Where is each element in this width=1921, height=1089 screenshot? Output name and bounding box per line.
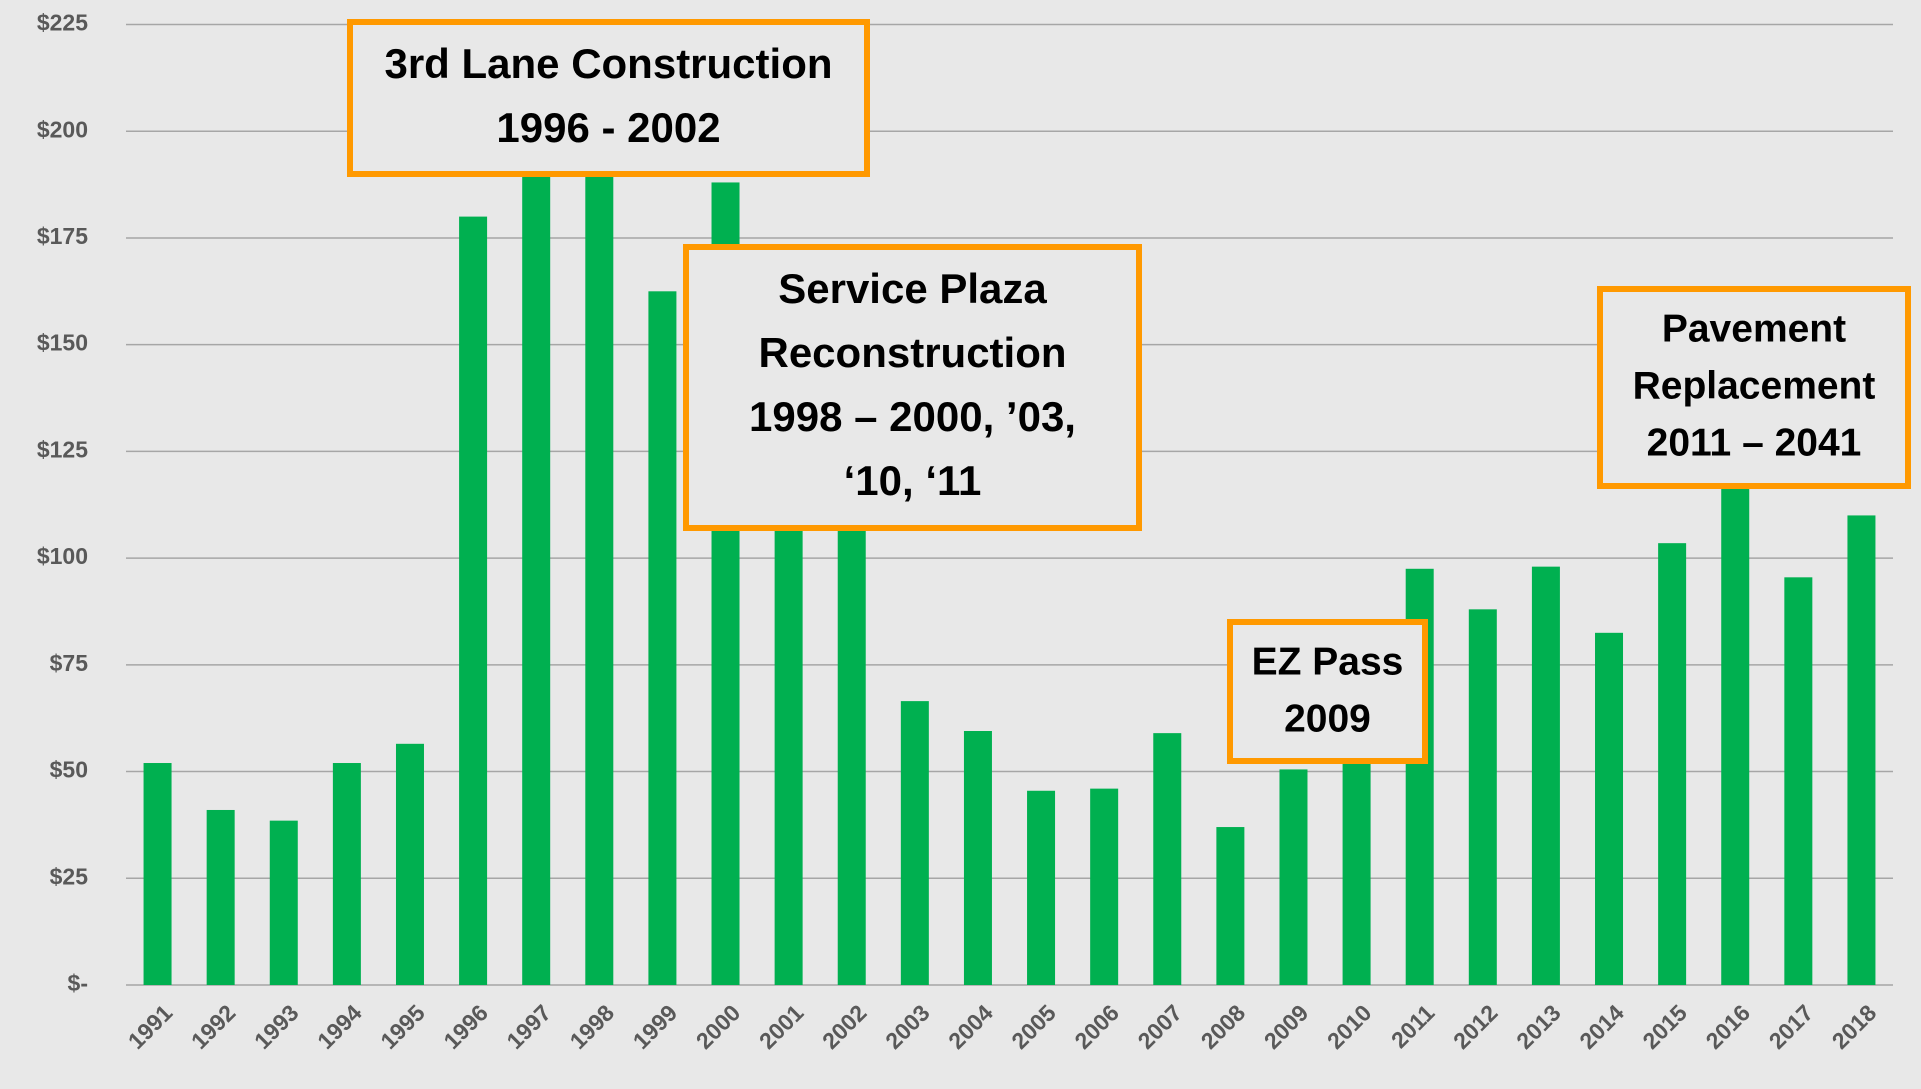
annotation-text: 2011 – 2041 bbox=[1647, 421, 1862, 464]
annotation-text: Service Plaza bbox=[778, 265, 1047, 312]
bar bbox=[269, 820, 298, 985]
y-tick-label: $75 bbox=[50, 650, 89, 676]
bar bbox=[1468, 609, 1497, 985]
bar bbox=[459, 216, 488, 986]
bar bbox=[143, 763, 172, 985]
y-tick-label: $175 bbox=[37, 223, 88, 249]
bar bbox=[1342, 748, 1371, 985]
bar bbox=[206, 809, 235, 985]
bar bbox=[1847, 515, 1876, 985]
annotation-text: 1996 - 2002 bbox=[496, 104, 720, 151]
y-tick-label: $125 bbox=[37, 436, 88, 462]
bar bbox=[1279, 769, 1308, 985]
annotation-box bbox=[1227, 619, 1428, 764]
annotation-text: ‘10, ‘11 bbox=[844, 457, 982, 504]
bar bbox=[1784, 577, 1813, 985]
bar bbox=[522, 152, 551, 986]
bar bbox=[1721, 462, 1750, 985]
bar bbox=[1595, 632, 1624, 985]
y-tick-label: $50 bbox=[50, 757, 88, 783]
annotation-box bbox=[347, 19, 870, 177]
bar bbox=[332, 763, 361, 985]
bar bbox=[963, 731, 992, 985]
bar bbox=[1027, 790, 1056, 985]
y-tick-label: $150 bbox=[37, 330, 88, 356]
annotation-text: EZ Pass bbox=[1252, 640, 1404, 683]
bar bbox=[585, 105, 614, 985]
bar bbox=[1658, 543, 1687, 985]
annotation-text: Reconstruction bbox=[758, 329, 1066, 376]
y-tick-label: $200 bbox=[37, 116, 88, 142]
annotation-box bbox=[1597, 286, 1911, 489]
y-tick-label: $- bbox=[68, 970, 88, 996]
bar bbox=[1153, 733, 1182, 985]
annotation-text: 2009 bbox=[1284, 697, 1371, 740]
annotation-text: Pavement bbox=[1662, 307, 1846, 350]
y-tick-label: $225 bbox=[37, 10, 88, 36]
bar bbox=[1090, 788, 1119, 985]
bar bbox=[648, 291, 677, 985]
bar bbox=[1531, 566, 1560, 985]
bar bbox=[1216, 827, 1245, 985]
bar bbox=[395, 743, 424, 985]
bar bbox=[900, 701, 929, 985]
annotation-box bbox=[683, 244, 1142, 531]
y-tick-label: $100 bbox=[37, 543, 88, 569]
annotation-text: 3rd Lane Construction bbox=[384, 40, 832, 87]
bar bbox=[837, 485, 866, 985]
annotation-text: Replacement bbox=[1633, 364, 1876, 407]
y-tick-label: $25 bbox=[50, 863, 89, 889]
annotation-text: 1998 – 2000, ’03, bbox=[749, 393, 1076, 440]
